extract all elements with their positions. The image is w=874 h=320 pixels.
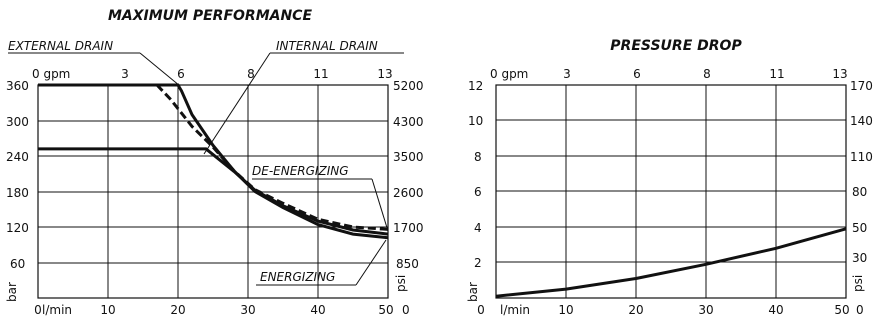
- chart2-y-tick: 4: [474, 221, 482, 235]
- annotation-label: ENERGIZING: [260, 270, 335, 284]
- chart2-x-label: l/min: [500, 303, 530, 317]
- chart2-y-tick: 2: [474, 256, 482, 270]
- chart1-x2-tick: 0 gpm: [32, 67, 70, 81]
- chart2-x2-tick: 6: [633, 67, 641, 81]
- chart1-y-tick: 300: [6, 115, 29, 129]
- chart1-grid: [38, 85, 388, 298]
- chart1-x2-tick: 8: [247, 67, 255, 81]
- chart1-y-label: bar: [5, 282, 19, 302]
- annotation-label: INTERNAL DRAIN: [276, 39, 378, 53]
- chart2-y2-tick: 80: [852, 185, 867, 199]
- chart1-x2-tick: 11: [313, 67, 328, 81]
- chart1-x-tick: 20: [170, 303, 185, 317]
- chart2-y2-tick: 140: [850, 114, 873, 128]
- chart1-y2-tick: 850: [396, 257, 419, 271]
- chart1-x-tick: 0: [34, 303, 42, 317]
- max-performance-chart: MAXIMUM PERFORMANCE 0 10 20 30 40 50 l/m…: [5, 8, 424, 317]
- chart1-x-tick: 50: [378, 303, 393, 317]
- chart2-y2-tick: 50: [852, 221, 867, 235]
- chart1-x-tick: 40: [310, 303, 325, 317]
- pressure-drop-chart: PRESSURE DROP 0 10 20 30 40 50 l/min 0 g…: [466, 38, 873, 317]
- chart1-x2-tick: 3: [121, 67, 129, 81]
- chart2-plot-frame: [495, 84, 847, 299]
- chart2-title: PRESSURE DROP: [610, 38, 742, 54]
- external-drain-annotation: EXTERNAL DRAIN: [8, 39, 181, 87]
- chart1-y2-tick: 3500: [393, 150, 424, 164]
- chart1-y-tick: 360: [6, 79, 29, 93]
- chart2-x2-tick: 13: [832, 67, 847, 81]
- chart2-x-tick: 0: [477, 303, 485, 317]
- chart2-x-tick: 50: [834, 303, 849, 317]
- external-drain-line: [38, 83, 389, 240]
- de-energizing-annotation: DE-ENERGIZING: [252, 164, 389, 232]
- chart2-grid: [496, 85, 846, 298]
- chart1-y2-tick: 0: [402, 303, 410, 317]
- chart2-x2-tick: 11: [769, 67, 784, 81]
- chart2-y2-tick: 0: [856, 303, 864, 317]
- chart2-y-tick: 6: [474, 185, 482, 199]
- chart2-y-tick: 8: [474, 150, 482, 164]
- internal-drain-annotation: INTERNAL DRAIN: [203, 39, 404, 155]
- de-energizing-line: [155, 83, 389, 231]
- chart2-x-tick: 20: [628, 303, 643, 317]
- chart2-y-tick: 12: [468, 79, 483, 93]
- chart2-y2-tick: 170: [850, 79, 873, 93]
- energizing-annotation: ENERGIZING: [256, 239, 387, 286]
- chart1-y-tick: 120: [6, 221, 29, 235]
- chart2-y2-tick: 30: [852, 251, 867, 265]
- chart1-y2-tick: 2600: [393, 186, 424, 200]
- chart2-x-tick: 10: [558, 303, 573, 317]
- chart1-x2-tick: 6: [177, 67, 185, 81]
- chart2-x-tick: 30: [698, 303, 713, 317]
- chart1-plot-frame: [37, 84, 389, 299]
- chart2-y-label: bar: [466, 282, 480, 302]
- chart2-x2-tick: 3: [563, 67, 571, 81]
- chart1-y-tick: 60: [10, 257, 25, 271]
- chart1-x-tick: 30: [240, 303, 255, 317]
- chart1-y2-label: psi: [394, 275, 408, 292]
- chart2-x2-tick: 8: [703, 67, 711, 81]
- chart2-y2-label: psi: [851, 275, 865, 292]
- chart1-y-tick: 240: [6, 150, 29, 164]
- chart1-x-label: l/min: [42, 303, 72, 317]
- chart2-y-tick: 10: [468, 114, 483, 128]
- chart2-x2-tick: 0 gpm: [490, 67, 528, 81]
- chart1-y-tick: 180: [6, 186, 29, 200]
- chart1-y2-tick: 1700: [393, 221, 424, 235]
- chart2-y2-tick: 110: [850, 150, 873, 164]
- pressure-drop-line: [495, 227, 847, 298]
- annotation-label: EXTERNAL DRAIN: [8, 39, 113, 53]
- chart1-x-tick: 10: [100, 303, 115, 317]
- chart1-y2-tick: 4300: [393, 115, 424, 129]
- chart1-x2-tick: 13: [377, 67, 392, 81]
- chart1-y2-tick: 5200: [393, 79, 424, 93]
- annotation-label: DE-ENERGIZING: [252, 164, 349, 178]
- chart1-title: MAXIMUM PERFORMANCE: [108, 8, 312, 24]
- chart2-x-tick: 40: [768, 303, 783, 317]
